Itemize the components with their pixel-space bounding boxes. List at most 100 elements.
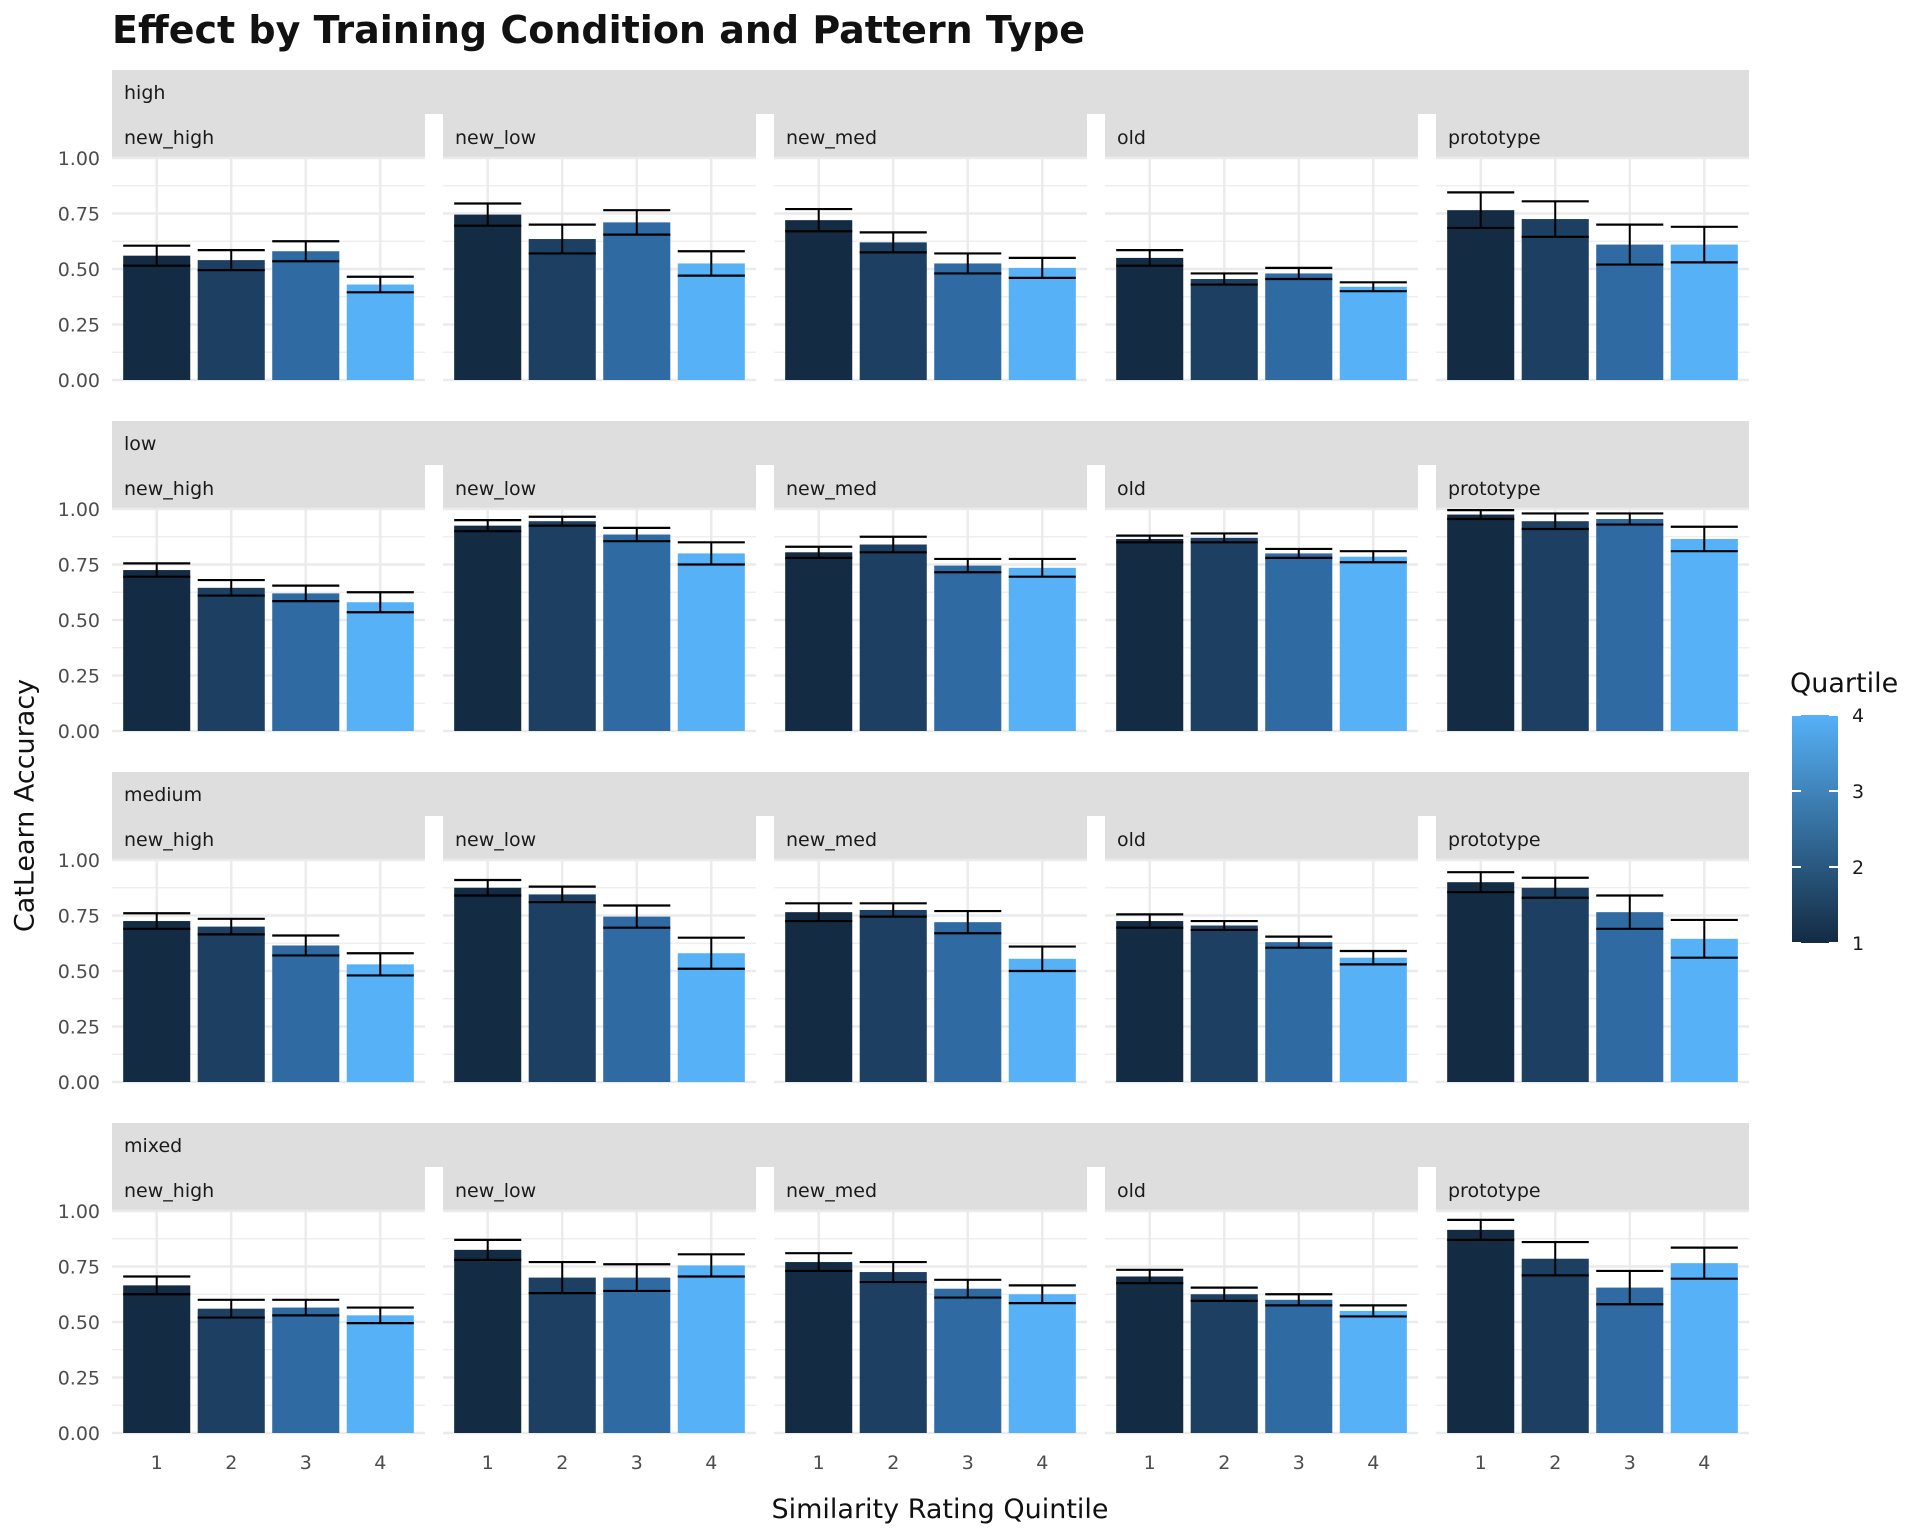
y-tick-label: 0.25 xyxy=(58,1017,100,1039)
bar-2 xyxy=(1190,537,1258,731)
column-strip-old xyxy=(1105,114,1418,158)
row-strip-mixed xyxy=(112,1123,1749,1167)
bar-4 xyxy=(1339,957,1407,1082)
bar-1 xyxy=(1447,882,1515,1082)
x-tick-label: 2 xyxy=(1549,1452,1561,1474)
row-strip-low xyxy=(112,421,1749,465)
column-strip-label: prototype xyxy=(1448,127,1541,149)
bar-4 xyxy=(677,953,745,1082)
column-strip-prototype xyxy=(1436,114,1749,158)
bar-3 xyxy=(603,1277,671,1433)
panel-high-new_low: new_low xyxy=(443,114,756,382)
bar-2 xyxy=(197,1308,265,1433)
bar-1 xyxy=(123,570,191,731)
panel-low-old: old xyxy=(1105,465,1418,733)
bar-1 xyxy=(1116,538,1184,731)
x-tick-label: 1 xyxy=(482,1452,494,1474)
column-strip-label: new_med xyxy=(786,127,877,149)
x-tick-label: 4 xyxy=(374,1452,386,1474)
column-strip-prototype xyxy=(1436,465,1749,509)
column-strip-new_low xyxy=(443,114,756,158)
bar-1 xyxy=(785,552,853,731)
column-strip-label: old xyxy=(1117,829,1146,851)
bar-2 xyxy=(528,894,596,1082)
bar-4 xyxy=(677,553,745,731)
bar-4 xyxy=(1008,567,1076,731)
bar-2 xyxy=(1190,278,1258,380)
panel-high-new_med: new_med xyxy=(774,114,1087,382)
panel-mixed-old: old xyxy=(1105,1167,1418,1435)
y-tick-label: 0.25 xyxy=(58,666,100,688)
bar-4 xyxy=(1008,267,1076,380)
column-strip-label: new_low xyxy=(455,1180,536,1202)
bar-4 xyxy=(677,263,745,380)
y-tick-label: 1.00 xyxy=(58,1201,100,1223)
column-strip-label: new_low xyxy=(455,829,536,851)
bar-1 xyxy=(785,220,853,380)
row-strip-label: medium xyxy=(124,784,202,806)
bar-4 xyxy=(1670,938,1738,1082)
x-tick-label: 1 xyxy=(1144,1452,1156,1474)
bar-3 xyxy=(1265,553,1333,731)
column-strip-label: prototype xyxy=(1448,1180,1541,1202)
bar-1 xyxy=(1447,210,1515,380)
bar-3 xyxy=(1596,912,1664,1082)
y-tick-label: 0.50 xyxy=(58,961,100,983)
panel-medium-new_med: new_med xyxy=(774,816,1087,1084)
y-tick-label: 1.00 xyxy=(58,850,100,872)
bar-3 xyxy=(603,222,671,380)
row-strip-medium xyxy=(112,772,1749,816)
panel-mixed-new_high: new_high xyxy=(112,1167,425,1435)
column-strip-new_med xyxy=(774,1167,1087,1211)
bar-3 xyxy=(934,922,1002,1082)
row-strip-high xyxy=(112,70,1749,114)
x-tick-label: 1 xyxy=(813,1452,825,1474)
column-strip-label: new_high xyxy=(124,127,214,149)
x-tick-label: 4 xyxy=(1036,1452,1048,1474)
y-tick-label: 0.25 xyxy=(58,315,100,337)
panel-mixed-prototype: prototype xyxy=(1436,1167,1749,1435)
bar-3 xyxy=(272,251,340,380)
bar-1 xyxy=(454,214,522,380)
bar-4 xyxy=(346,284,414,380)
column-strip-new_low xyxy=(443,816,756,860)
y-tick-label: 1.00 xyxy=(58,148,100,170)
bar-3 xyxy=(1265,273,1333,380)
bar-4 xyxy=(1008,1294,1076,1433)
bar-1 xyxy=(454,1249,522,1433)
y-tick-label: 0.00 xyxy=(58,1072,100,1094)
panel-medium-new_low: new_low xyxy=(443,816,756,1084)
legend-tick-label: 4 xyxy=(1852,705,1864,727)
bar-2 xyxy=(859,242,927,380)
legend-tick-label: 2 xyxy=(1852,857,1864,879)
bar-1 xyxy=(123,921,191,1082)
y-tick-label: 0.00 xyxy=(58,721,100,743)
panel-medium-prototype: prototype xyxy=(1436,816,1749,1084)
bar-1 xyxy=(785,912,853,1082)
column-strip-label: new_high xyxy=(124,478,214,500)
bar-2 xyxy=(528,239,596,380)
bar-1 xyxy=(1447,514,1515,731)
y-tick-label: 0.75 xyxy=(58,555,100,577)
panel-low-new_med: new_med xyxy=(774,465,1087,733)
panel-mixed-new_med: new_med xyxy=(774,1167,1087,1435)
column-strip-new_high xyxy=(112,465,425,509)
y-axis-title: CatLearn Accuracy xyxy=(9,678,41,933)
column-strip-new_med xyxy=(774,465,1087,509)
y-tick-label: 0.50 xyxy=(58,1312,100,1334)
bar-2 xyxy=(528,1277,596,1433)
bar-3 xyxy=(272,1307,340,1433)
column-strip-prototype xyxy=(1436,816,1749,860)
y-tick-label: 1.00 xyxy=(58,499,100,521)
y-tick-label: 0.00 xyxy=(58,1423,100,1445)
bar-2 xyxy=(1521,219,1589,380)
column-strip-old xyxy=(1105,1167,1418,1211)
y-tick-label: 0.75 xyxy=(58,906,100,928)
bar-4 xyxy=(1339,556,1407,731)
column-strip-new_med xyxy=(774,114,1087,158)
bar-4 xyxy=(677,1265,745,1433)
x-tick-label: 3 xyxy=(631,1452,643,1474)
bar-3 xyxy=(272,945,340,1082)
